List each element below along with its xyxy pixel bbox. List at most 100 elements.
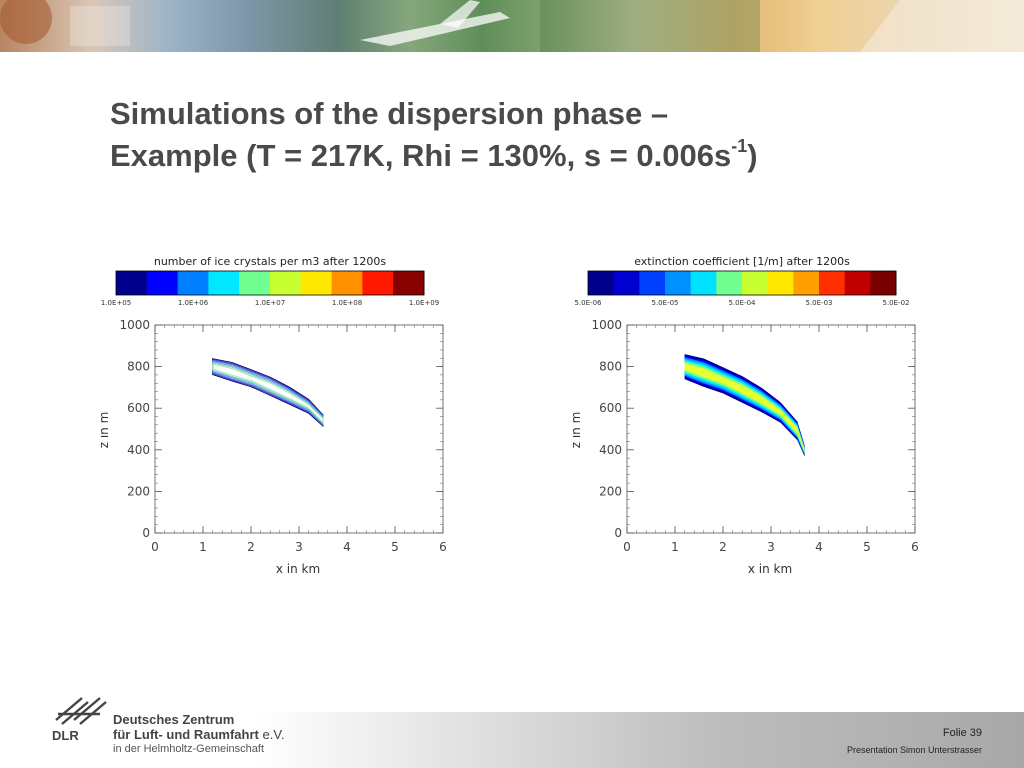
colorbar-swatch [270, 271, 302, 295]
colorbar-tick-label: 5.0E-04 [729, 299, 757, 307]
colorbar-swatch [208, 271, 240, 295]
colorbar-tick-label: 1.0E+05 [101, 299, 131, 307]
x-axis-label: x in km [276, 562, 320, 576]
colorbar-swatch [588, 271, 615, 295]
satellite-shape [70, 6, 130, 46]
x-tick-label: 0 [623, 540, 631, 554]
chart-title: extinction coefficient [1/m] after 1200s [634, 255, 850, 268]
x-tick-label: 5 [391, 540, 399, 554]
y-tick-label: 400 [127, 443, 150, 457]
colorbar-swatch [639, 271, 666, 295]
colorbar-frame [115, 270, 425, 296]
airplane-shape [360, 12, 510, 46]
colorbar-swatch [300, 271, 333, 295]
colorbar-swatch [177, 271, 209, 295]
y-tick-label: 0 [142, 526, 150, 540]
colorbar-swatch [844, 271, 871, 295]
y-tick-label: 1000 [591, 318, 622, 332]
solar-tower-shape [860, 0, 1024, 52]
x-tick-label: 5 [863, 540, 871, 554]
y-tick-label: 0 [614, 526, 622, 540]
y-axis-label: z in m [100, 412, 111, 449]
colorbar-swatch [819, 271, 846, 295]
colorbar-swatch [331, 271, 363, 295]
plume-layer [684, 363, 805, 453]
header-banner [0, 0, 1024, 52]
y-axis-label: z in m [572, 412, 583, 449]
colorbar-tick-label: 1.0E+06 [178, 299, 209, 307]
planet-shape [0, 0, 52, 44]
colorbar-swatch [742, 271, 769, 295]
x-tick-label: 1 [199, 540, 207, 554]
colorbar-tick-label: 1.0E+08 [332, 299, 362, 307]
colorbar-swatch [393, 271, 425, 295]
chart-ice-crystals: number of ice crystals per m3 after 1200… [97, 245, 450, 585]
colorbar-tick-label: 1.0E+09 [409, 299, 439, 307]
x-tick-label: 6 [439, 540, 447, 554]
plume-contour [212, 360, 324, 426]
x-tick-label: 4 [343, 540, 351, 554]
org-ev: e.V. [262, 727, 285, 742]
org-name-line1: Deutsches Zentrum [113, 712, 235, 727]
title-close-paren: ) [747, 138, 758, 173]
x-tick-label: 3 [767, 540, 775, 554]
title-line-2: Example (T = 217K, Rhi = 130%, s = 0.006… [110, 138, 732, 173]
y-tick-label: 400 [599, 443, 622, 457]
x-tick-label: 2 [247, 540, 255, 554]
colorbar-tick-label: 5.0E-06 [575, 299, 603, 307]
plot-area [626, 324, 916, 534]
colorbar-swatch [362, 271, 394, 295]
y-tick-label: 600 [599, 401, 622, 415]
x-tick-label: 6 [911, 540, 919, 554]
colorbar-swatch [793, 271, 820, 295]
y-tick-label: 800 [127, 360, 150, 374]
chart-extinction-svg: extinction coefficient [1/m] after 1200s… [569, 255, 919, 576]
chart-extinction: extinction coefficient [1/m] after 1200s… [569, 245, 922, 585]
colorbar-swatch [146, 271, 179, 295]
landscape-shape [540, 0, 760, 52]
y-tick-label: 200 [599, 484, 622, 498]
x-tick-label: 4 [815, 540, 823, 554]
banner-photo [0, 0, 1024, 52]
slide-title: Simulations of the dispersion phase – Ex… [110, 93, 930, 177]
colorbar-swatch [613, 271, 640, 295]
org-name-line2: für Luft- und Raumfahrt e.V. [113, 727, 284, 742]
colorbar-tick-label: 5.0E-05 [652, 299, 679, 307]
title-line-1: Simulations of the dispersion phase – [110, 96, 669, 131]
x-tick-label: 1 [671, 540, 679, 554]
colorbar-swatch [690, 271, 717, 295]
x-axis-label: x in km [748, 562, 792, 576]
title-superscript: -1 [731, 136, 748, 156]
colorbar-swatch [716, 271, 743, 295]
colorbar-swatch [665, 271, 692, 295]
presenter-name: Presentation Simon Unterstrasser [846, 745, 982, 755]
x-tick-label: 0 [151, 540, 159, 554]
colorbar-swatch [767, 271, 794, 295]
y-tick-label: 800 [599, 360, 622, 374]
x-tick-label: 2 [719, 540, 727, 554]
colorbar-swatch [870, 271, 897, 295]
footer-bar [0, 712, 1024, 768]
plume-contour [212, 363, 324, 424]
plume-contour [212, 362, 324, 425]
colorbar-swatch [239, 271, 271, 295]
plume-contour [212, 361, 324, 426]
org-name-line3: in der Helmholtz-Gemeinschaft [113, 743, 265, 755]
y-tick-label: 200 [127, 484, 150, 498]
colorbar-tick-label: 5.0E-02 [883, 299, 910, 307]
colorbar-swatch [116, 271, 148, 295]
chart-title: number of ice crystals per m3 after 1200… [154, 255, 387, 268]
x-tick-label: 3 [295, 540, 303, 554]
logo-text: DLR [52, 728, 79, 743]
dlr-logo-icon: DLR [52, 697, 107, 743]
colorbar-tick-label: 1.0E+07 [255, 299, 285, 307]
y-tick-label: 1000 [119, 318, 150, 332]
org-name-line2-text: für Luft- und Raumfahrt [113, 727, 259, 742]
colorbar-tick-label: 5.0E-03 [806, 299, 833, 307]
plot-area [154, 324, 444, 534]
chart-ice-crystals-svg: number of ice crystals per m3 after 1200… [97, 255, 447, 576]
slide-number: Folie 39 [942, 727, 982, 739]
airplane-wing [440, 0, 480, 28]
colorbar-frame [587, 270, 897, 296]
dlr-logo: DLR [52, 694, 108, 751]
